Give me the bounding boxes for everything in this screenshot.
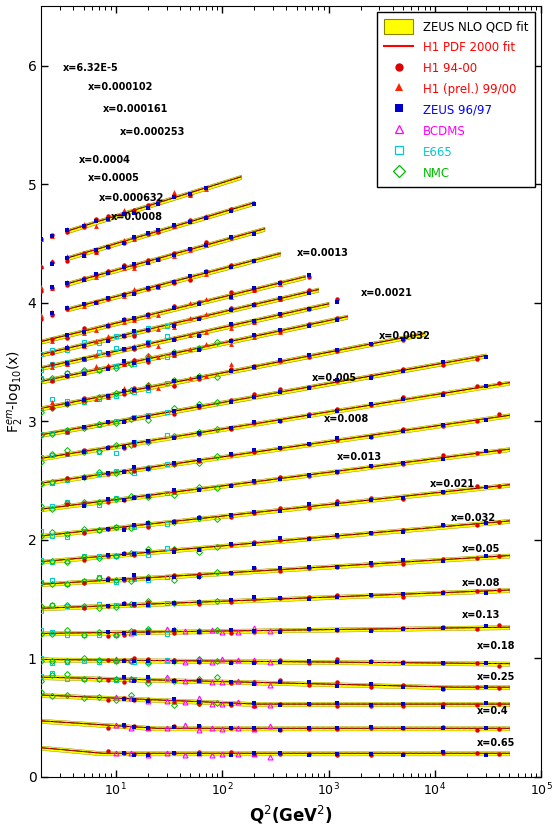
Legend: ZEUS NLO QCD fit, H1 PDF 2000 fit, H1 94-00, H1 (prel.) 99/00, ZEUS 96/97, BCDMS: ZEUS NLO QCD fit, H1 PDF 2000 fit, H1 94… bbox=[377, 12, 536, 187]
H1 PDF 2000 fit bbox=[64, 226, 70, 236]
Text: x=0.013: x=0.013 bbox=[337, 452, 382, 462]
Text: x=0.000102: x=0.000102 bbox=[88, 82, 154, 92]
Text: x=0.05: x=0.05 bbox=[462, 544, 500, 554]
Text: x=0.65: x=0.65 bbox=[477, 739, 515, 749]
Text: x=0.008: x=0.008 bbox=[324, 414, 369, 423]
Text: x=0.000161: x=0.000161 bbox=[102, 104, 168, 114]
Text: x=0.0004: x=0.0004 bbox=[79, 156, 131, 166]
X-axis label: Q$^{2}$(GeV$^{2}$): Q$^{2}$(GeV$^{2}$) bbox=[249, 804, 333, 825]
H1 PDF 2000 fit bbox=[170, 193, 177, 203]
H1 PDF 2000 fit bbox=[221, 177, 228, 187]
Text: x=0.0021: x=0.0021 bbox=[361, 288, 413, 298]
Line: H1 PDF 2000 fit: H1 PDF 2000 fit bbox=[67, 177, 241, 231]
Text: x=0.0005: x=0.0005 bbox=[88, 173, 140, 183]
Text: x=0.032: x=0.032 bbox=[451, 513, 496, 523]
H1 PDF 2000 fit bbox=[238, 172, 244, 182]
Text: x=0.000253: x=0.000253 bbox=[120, 127, 186, 137]
Text: x=0.08: x=0.08 bbox=[462, 578, 501, 588]
H1 PDF 2000 fit bbox=[167, 194, 174, 204]
Text: x=6.32E-5: x=6.32E-5 bbox=[63, 63, 119, 73]
Text: x=0.0008: x=0.0008 bbox=[111, 212, 163, 222]
Text: x=0.4: x=0.4 bbox=[477, 706, 509, 716]
Y-axis label: F$_2^{em}$-log$_{10}$(x): F$_2^{em}$-log$_{10}$(x) bbox=[6, 350, 26, 433]
Text: x=0.13: x=0.13 bbox=[462, 611, 500, 621]
H1 PDF 2000 fit bbox=[167, 194, 173, 204]
Text: x=0.000632: x=0.000632 bbox=[100, 193, 165, 203]
Text: x=0.25: x=0.25 bbox=[477, 672, 515, 682]
Text: x=0.18: x=0.18 bbox=[477, 641, 516, 651]
Text: x=0.0032: x=0.0032 bbox=[380, 331, 431, 341]
Text: x=0.005: x=0.005 bbox=[312, 374, 357, 384]
Text: x=0.0013: x=0.0013 bbox=[296, 248, 348, 258]
H1 PDF 2000 fit bbox=[64, 226, 71, 236]
H1 PDF 2000 fit bbox=[210, 181, 217, 191]
Text: x=0.021: x=0.021 bbox=[430, 479, 475, 489]
